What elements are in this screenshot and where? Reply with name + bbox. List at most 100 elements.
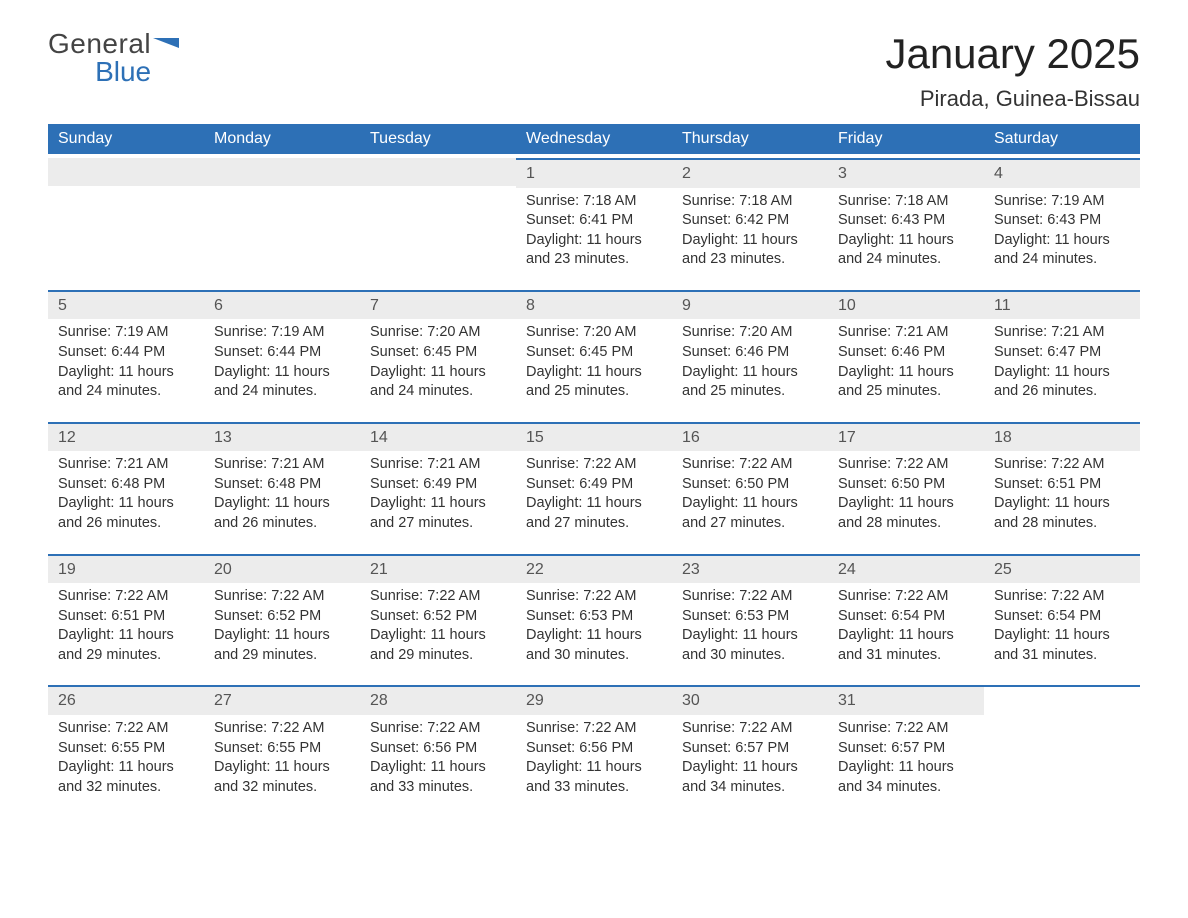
sunset-row: Sunset: 6:54 PM [838, 607, 974, 627]
sunset-row: Sunset: 6:56 PM [526, 739, 662, 759]
daylight-row: Daylight: 11 hours and 24 minutes. [58, 363, 194, 402]
day-number: 24 [828, 554, 984, 584]
sunset-value: 6:42 PM [735, 212, 789, 228]
sunrise-value: 7:18 AM [739, 193, 792, 209]
sunset-row: Sunset: 6:47 PM [994, 343, 1130, 363]
sunrise-value: 7:21 AM [895, 324, 948, 340]
sunset-value: 6:51 PM [1047, 476, 1101, 492]
sunset-label: Sunset: [838, 212, 887, 228]
sunset-row: Sunset: 6:57 PM [682, 739, 818, 759]
sunrise-label: Sunrise: [370, 720, 423, 736]
weekday-header: Saturday [984, 124, 1140, 154]
daylight-row: Daylight: 11 hours and 34 minutes. [838, 758, 974, 797]
sunrise-row: Sunrise: 7:22 AM [526, 587, 662, 607]
sunset-row: Sunset: 6:52 PM [214, 607, 350, 627]
daylight-row: Daylight: 11 hours and 33 minutes. [526, 758, 662, 797]
day-number: 13 [204, 422, 360, 452]
sunrise-row: Sunrise: 7:21 AM [838, 323, 974, 343]
sunset-value: 6:53 PM [735, 608, 789, 624]
sunrise-label: Sunrise: [838, 456, 891, 472]
calendar-day-cell: 22Sunrise: 7:22 AMSunset: 6:53 PMDayligh… [516, 550, 672, 676]
calendar-day-cell: 21Sunrise: 7:22 AMSunset: 6:52 PMDayligh… [360, 550, 516, 676]
sunrise-label: Sunrise: [526, 456, 579, 472]
sunset-label: Sunset: [214, 344, 263, 360]
sunrise-label: Sunrise: [682, 456, 735, 472]
sunset-label: Sunset: [58, 608, 107, 624]
sunset-label: Sunset: [526, 344, 575, 360]
sunset-value: 6:47 PM [1047, 344, 1101, 360]
sunset-label: Sunset: [994, 344, 1043, 360]
sunset-row: Sunset: 6:49 PM [370, 475, 506, 495]
sunrise-row: Sunrise: 7:22 AM [526, 719, 662, 739]
sunrise-value: 7:21 AM [271, 456, 324, 472]
sunrise-value: 7:20 AM [427, 324, 480, 340]
sunset-row: Sunset: 6:51 PM [994, 475, 1130, 495]
sunset-value: 6:45 PM [423, 344, 477, 360]
daylight-row: Daylight: 11 hours and 23 minutes. [682, 231, 818, 270]
sunrise-row: Sunrise: 7:21 AM [370, 455, 506, 475]
sunset-value: 6:54 PM [891, 608, 945, 624]
sunset-row: Sunset: 6:57 PM [838, 739, 974, 759]
sunrise-label: Sunrise: [994, 588, 1047, 604]
sunrise-value: 7:18 AM [895, 193, 948, 209]
day-number: 9 [672, 290, 828, 320]
daylight-label: Daylight: [370, 627, 426, 643]
daylight-label: Daylight: [58, 495, 114, 511]
sunset-value: 6:53 PM [579, 608, 633, 624]
calendar-day-cell: 7Sunrise: 7:20 AMSunset: 6:45 PMDaylight… [360, 286, 516, 412]
sunset-row: Sunset: 6:44 PM [214, 343, 350, 363]
calendar-day-cell: 1Sunrise: 7:18 AMSunset: 6:41 PMDaylight… [516, 154, 672, 280]
weekday-header: Sunday [48, 124, 204, 154]
sunrise-label: Sunrise: [370, 588, 423, 604]
brand-flag-icon [153, 36, 183, 60]
sunrise-label: Sunrise: [994, 193, 1047, 209]
sunrise-row: Sunrise: 7:22 AM [682, 455, 818, 475]
day-number: 26 [48, 685, 204, 715]
day-number: 10 [828, 290, 984, 320]
sunrise-label: Sunrise: [682, 588, 735, 604]
sunset-value: 6:52 PM [267, 608, 321, 624]
day-number: 21 [360, 554, 516, 584]
sunrise-value: 7:22 AM [895, 588, 948, 604]
daylight-label: Daylight: [526, 759, 582, 775]
daylight-label: Daylight: [994, 495, 1050, 511]
day-number: 5 [48, 290, 204, 320]
calendar-day-cell: 11Sunrise: 7:21 AMSunset: 6:47 PMDayligh… [984, 286, 1140, 412]
brand-logo: General Blue [48, 30, 183, 86]
daylight-row: Daylight: 11 hours and 24 minutes. [370, 363, 506, 402]
calendar-day-cell: 26Sunrise: 7:22 AMSunset: 6:55 PMDayligh… [48, 681, 204, 807]
sunset-value: 6:56 PM [579, 740, 633, 756]
sunset-value: 6:57 PM [735, 740, 789, 756]
daylight-row: Daylight: 11 hours and 32 minutes. [58, 758, 194, 797]
sunrise-value: 7:22 AM [583, 588, 636, 604]
daylight-row: Daylight: 11 hours and 29 minutes. [370, 626, 506, 665]
sunrise-label: Sunrise: [838, 193, 891, 209]
sunrise-value: 7:21 AM [115, 456, 168, 472]
sunrise-row: Sunrise: 7:22 AM [682, 719, 818, 739]
daylight-row: Daylight: 11 hours and 29 minutes. [214, 626, 350, 665]
day-number: 8 [516, 290, 672, 320]
sunrise-row: Sunrise: 7:18 AM [838, 192, 974, 212]
sunrise-value: 7:22 AM [739, 456, 792, 472]
daylight-label: Daylight: [526, 495, 582, 511]
daylight-row: Daylight: 11 hours and 25 minutes. [838, 363, 974, 402]
sunrise-label: Sunrise: [526, 193, 579, 209]
day-number: 28 [360, 685, 516, 715]
day-number: 2 [672, 158, 828, 188]
sunset-row: Sunset: 6:44 PM [58, 343, 194, 363]
sunrise-value: 7:22 AM [1051, 456, 1104, 472]
sunset-value: 6:46 PM [891, 344, 945, 360]
sunrise-label: Sunrise: [370, 456, 423, 472]
day-number: 14 [360, 422, 516, 452]
sunrise-value: 7:22 AM [427, 588, 480, 604]
day-number: 7 [360, 290, 516, 320]
day-number: 1 [516, 158, 672, 188]
day-number: 22 [516, 554, 672, 584]
sunrise-label: Sunrise: [838, 324, 891, 340]
sunrise-label: Sunrise: [370, 324, 423, 340]
daylight-label: Daylight: [838, 364, 894, 380]
calendar-day-cell: 4Sunrise: 7:19 AMSunset: 6:43 PMDaylight… [984, 154, 1140, 280]
sunset-value: 6:43 PM [1047, 212, 1101, 228]
sunset-row: Sunset: 6:46 PM [682, 343, 818, 363]
sunset-label: Sunset: [526, 608, 575, 624]
